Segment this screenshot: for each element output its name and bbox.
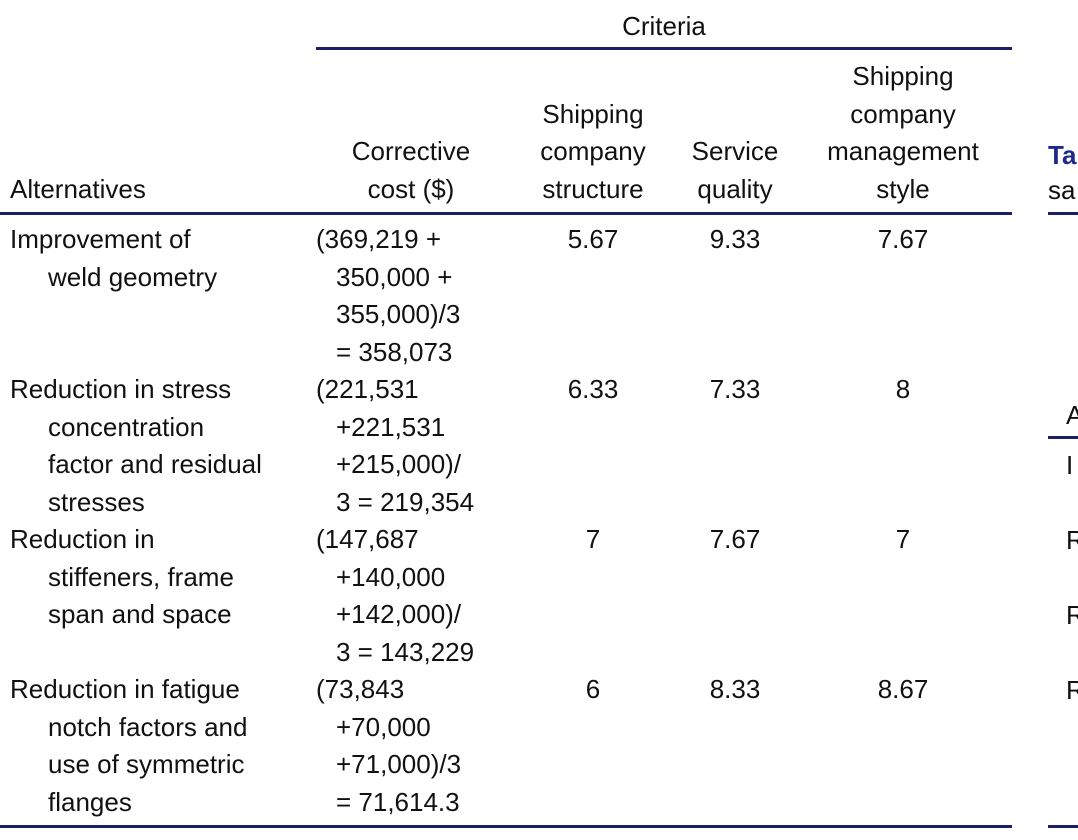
- column-header-alternatives: Alternatives: [10, 0, 310, 208]
- alternative-cell: Improvement of weld geometry: [10, 221, 217, 296]
- alternative-line: Reduction in stress: [10, 374, 232, 404]
- next-table-bottom-rule: [1048, 825, 1078, 828]
- next-table-header: A: [1066, 400, 1078, 430]
- style-score-cell: 7.67: [877, 224, 929, 254]
- cost-line: 350,000 +: [336, 261, 453, 292]
- header-line: Shipping: [542, 98, 644, 129]
- quality-score-cell: 7.33: [709, 374, 761, 404]
- alternative-line: flanges: [48, 786, 132, 817]
- header-line: Service: [691, 136, 779, 166]
- header-line: Shipping: [852, 61, 954, 91]
- alternative-line: Improvement of: [10, 224, 191, 254]
- header-line: cost ($): [367, 173, 455, 204]
- quality-score-cell: 8.33: [709, 674, 761, 704]
- corrective-cost-cell: (147,687 +140,000 +142,000)/ 3 = 143,229: [316, 521, 474, 671]
- quality-score-cell: 9.33: [709, 224, 761, 254]
- cost-line: +215,000)/: [336, 449, 462, 479]
- alternative-cell: Reduction in fatigue notch factors and use…: [10, 671, 247, 821]
- cost-line: +70,000: [336, 711, 431, 742]
- corrective-cost-cell: (73,843 +70,000 +71,000)/3 = 71,614.3: [316, 671, 461, 821]
- alternative-line: factor and residual: [48, 449, 262, 479]
- cost-line: +71,000)/3: [336, 749, 462, 779]
- alternative-cell: Reduction in stress concentration factor a…: [10, 371, 262, 521]
- alternative-line: concentration: [48, 411, 205, 442]
- alternative-line: weld geometry: [48, 261, 218, 292]
- cost-line: +221,531: [336, 411, 446, 442]
- cost-line: = 71,614.3: [336, 786, 460, 817]
- bottom-rule: [0, 825, 1012, 828]
- style-score-cell: 8.67: [877, 674, 929, 704]
- column-header-quality: Service quality: [672, 0, 798, 208]
- header-line: company: [540, 136, 646, 166]
- column-header-cost: Corrective cost ($): [316, 0, 506, 208]
- header-line: quality: [697, 173, 773, 204]
- column-header-structure: Shipping company structure: [528, 0, 658, 208]
- alternative-line: use of symmetric: [48, 749, 245, 779]
- header-line: Alternatives: [10, 173, 146, 204]
- structure-score-cell: 5.67: [567, 224, 619, 254]
- cost-line: = 358,073: [336, 336, 453, 367]
- criteria-spanner-heading: Criteria: [622, 11, 706, 41]
- next-table-row: R: [1066, 675, 1078, 705]
- style-score-cell: 7: [895, 524, 911, 554]
- cost-line: (147,687: [316, 524, 419, 554]
- corrective-cost-cell: (369,219 + 350,000 + 355,000)/3 = 358,073: [316, 221, 460, 371]
- alternative-line: stresses: [48, 486, 145, 517]
- header-rule: [0, 212, 1012, 215]
- alternative-cell: Reduction in stiffeners, frame span and sp…: [10, 521, 234, 634]
- alternative-line: notch factors and: [48, 711, 248, 742]
- cost-line: (369,219 +: [316, 224, 442, 254]
- next-table-header-rule: [1048, 436, 1078, 439]
- cost-line: (73,843: [316, 674, 405, 704]
- next-table-row: R: [1066, 600, 1078, 630]
- style-score-cell: 8: [895, 374, 911, 404]
- next-table-row: R: [1066, 525, 1078, 555]
- next-table-top-rule: [1048, 212, 1078, 215]
- alternative-line: Reduction in fatigue: [10, 674, 240, 704]
- header-line: style: [876, 173, 930, 204]
- next-table-row: I: [1066, 450, 1074, 480]
- alternative-line: span and space: [48, 599, 232, 629]
- alternative-line: Reduction in: [10, 524, 155, 554]
- header-line: company: [850, 98, 956, 129]
- next-table-title: Ta: [1048, 140, 1077, 170]
- next-table-caption: sa: [1048, 175, 1076, 205]
- column-header-style: Shipping company management style: [806, 0, 1000, 208]
- structure-score-cell: 6: [585, 674, 601, 704]
- cost-line: (221,531: [316, 374, 419, 404]
- cost-line: 3 = 143,229: [336, 636, 475, 667]
- structure-score-cell: 6.33: [567, 374, 619, 404]
- cost-line: 3 = 219,354: [336, 486, 475, 517]
- cost-line: +142,000)/: [336, 599, 462, 629]
- spanner-rule: [316, 47, 1012, 50]
- quality-score-cell: 7.67: [709, 524, 761, 554]
- header-line: Corrective: [351, 136, 471, 166]
- header-line: management: [827, 136, 979, 166]
- structure-score-cell: 7: [585, 524, 601, 554]
- header-line: structure: [542, 173, 644, 204]
- alternative-line: stiffeners, frame: [48, 561, 234, 592]
- corrective-cost-cell: (221,531 +221,531 +215,000)/ 3 = 219,354: [316, 371, 474, 521]
- cost-line: 355,000)/3: [336, 299, 461, 329]
- cost-line: +140,000: [336, 561, 446, 592]
